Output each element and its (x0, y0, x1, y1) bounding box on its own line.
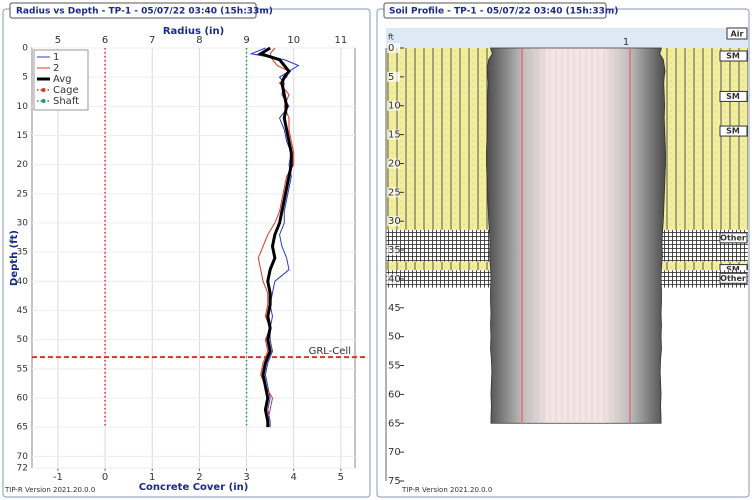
x-tick-label: 7 (149, 35, 155, 46)
annotation-label: GRL-Cell (309, 346, 351, 357)
y-tick-label: 25 (388, 187, 401, 198)
screen: Radius vs Depth - TP-1 - 05/07/22 03:40 … (0, 0, 752, 500)
shaft-label: 1 (623, 37, 629, 48)
legend-label: Avg (53, 74, 72, 85)
x-tick-label: 10 (287, 35, 300, 46)
plot-area (32, 48, 355, 468)
footer: TIP-R Version 2021.20.0.0 (4, 486, 95, 494)
footer: TIP-R Version 2021.20.0.0 (401, 486, 492, 494)
legend-label: 2 (53, 63, 59, 74)
y-tick-label: 55 (17, 364, 28, 374)
y-tick-label: 65 (17, 423, 28, 433)
x-tick-label: 11 (334, 35, 347, 46)
y-tick-label: 35 (388, 245, 401, 256)
y-tick-label: 60 (388, 389, 401, 400)
y-tick-label: 30 (388, 216, 401, 227)
air (386, 28, 748, 48)
y-tick-label: 70 (388, 447, 401, 458)
x2-tick-label: 5 (338, 472, 344, 483)
layer-label: SM (726, 127, 740, 136)
y-tick-label: 20 (17, 160, 29, 170)
x-tick-label: 5 (55, 35, 61, 46)
y-axis-title: Depth (ft) (9, 230, 20, 286)
x2-tick-label: 0 (102, 472, 108, 483)
y-tick-label: 15 (17, 131, 28, 141)
legend-marker (42, 99, 46, 103)
y-tick-label: 65 (388, 418, 401, 429)
y-tick-label: 0 (388, 43, 394, 54)
y-tick-label: 15 (388, 130, 401, 141)
y-tick-label: 72 (17, 464, 28, 474)
y-tick-label: 50 (17, 335, 29, 345)
x-tick-label: 9 (243, 35, 249, 46)
y-tick-label: 0 (22, 44, 28, 54)
x2-tick-label: 4 (291, 472, 297, 483)
layer-label: Other (720, 233, 746, 242)
y-tick-label: 45 (17, 306, 28, 316)
shaft (486, 48, 665, 423)
y-tick-label: 10 (17, 102, 29, 112)
legend-marker (42, 88, 46, 92)
y-tick-label: 5 (22, 73, 28, 83)
chart-title: Soil Profile - TP-1 - 05/07/22 03:40 (15… (389, 7, 618, 17)
y-tick-label: 25 (17, 189, 28, 199)
y-tick-label: 30 (17, 219, 29, 229)
y-tick-label: 5 (388, 72, 394, 83)
y-tick-label: 60 (17, 394, 29, 404)
layer-label: SM (726, 52, 740, 61)
legend-label: Cage (53, 85, 79, 96)
y-tick-label: 40 (388, 274, 401, 285)
legend-label: 1 (53, 52, 59, 63)
y-tick-label: 55 (388, 361, 401, 372)
x2-tick-label: -1 (53, 472, 63, 483)
y-tick-label: 75 (388, 476, 401, 487)
chart-title: Radius vs Depth - TP-1 - 05/07/22 03:40 … (16, 7, 273, 17)
x2-axis-title: Concrete Cover (in) (139, 482, 249, 493)
layer-label: SM (726, 92, 740, 101)
y-tick-label: 20 (388, 158, 401, 169)
air-label: Air (731, 30, 744, 39)
layer-label: Other (720, 274, 746, 283)
y-tick-label: 10 (388, 101, 401, 112)
x-tick-label: 6 (102, 35, 108, 46)
y-axis-title: ft (388, 33, 394, 42)
y-tick-label: 70 (17, 452, 29, 462)
y-tick-label: 45 (388, 303, 401, 314)
y-tick-label: 50 (388, 332, 401, 343)
legend-label: Shaft (53, 96, 79, 107)
x-axis-title: Radius (in) (163, 26, 224, 37)
